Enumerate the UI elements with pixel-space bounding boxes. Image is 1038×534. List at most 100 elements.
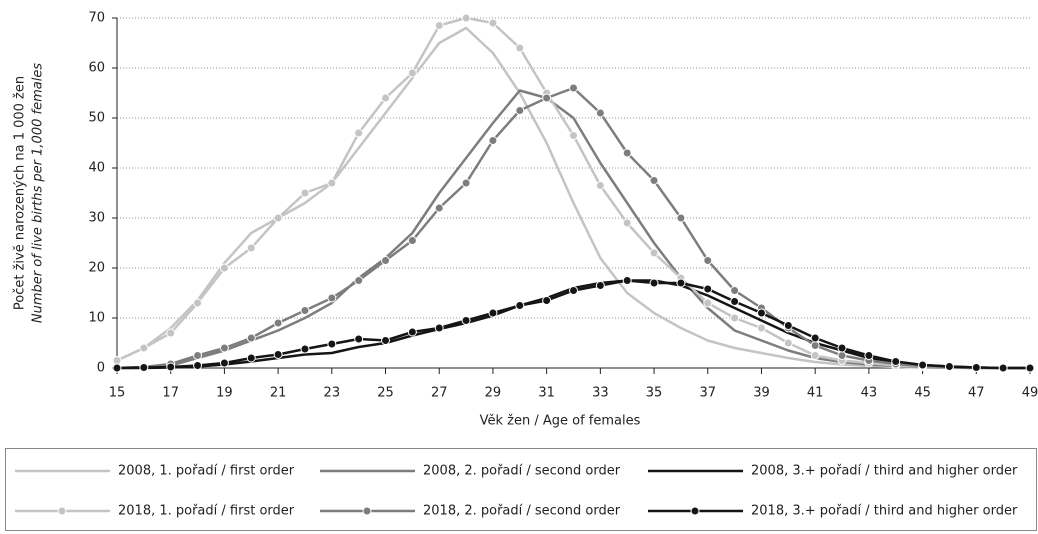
series-line xyxy=(116,26,1030,370)
x-tick-label: 25 xyxy=(377,386,394,401)
x-tick-label: 35 xyxy=(646,386,663,401)
point xyxy=(354,276,364,285)
point xyxy=(300,344,310,354)
point xyxy=(918,360,928,370)
x-tick-label: 41 xyxy=(807,386,824,401)
point xyxy=(998,363,1008,373)
point xyxy=(595,281,605,290)
point xyxy=(219,343,229,353)
point xyxy=(783,338,793,348)
x-tick-label: 31 xyxy=(538,386,555,401)
legend-label: 2008, 2. pořadí / second order xyxy=(423,464,621,479)
legend-label: 2008, 1. pořadí / first order xyxy=(118,464,295,479)
point xyxy=(971,363,981,372)
point xyxy=(542,93,552,103)
x-tick-label: 17 xyxy=(162,386,179,401)
x-axis-label: Věk žen / Age of females xyxy=(480,414,641,429)
x-tick-label: 27 xyxy=(431,386,448,401)
point xyxy=(193,361,203,370)
point xyxy=(327,339,337,349)
y-axis-label-en: Number of live births per 1,000 females xyxy=(31,63,46,323)
point xyxy=(381,256,391,265)
point xyxy=(407,236,417,245)
point xyxy=(730,286,740,295)
y-tick-label: 70 xyxy=(88,11,105,26)
point xyxy=(783,321,793,330)
point xyxy=(622,218,632,228)
point xyxy=(273,213,283,223)
point xyxy=(810,333,820,343)
point xyxy=(407,68,417,78)
point xyxy=(676,213,686,223)
point xyxy=(354,334,364,344)
x-tick-label: 49 xyxy=(1022,386,1038,401)
point xyxy=(327,293,337,303)
point xyxy=(756,308,766,318)
point xyxy=(488,308,498,318)
y-tick-label: 60 xyxy=(88,61,105,76)
x-tick-label: 23 xyxy=(324,386,341,401)
point xyxy=(166,328,176,338)
legend-label: 2018, 1. pořadí / first order xyxy=(118,504,295,519)
y-tick-label: 30 xyxy=(88,211,105,226)
point xyxy=(649,278,659,288)
point xyxy=(327,178,337,188)
point xyxy=(703,284,713,294)
point xyxy=(461,316,471,325)
point xyxy=(300,188,310,198)
point xyxy=(703,256,713,265)
point xyxy=(434,323,444,333)
x-tick-label: 19 xyxy=(216,386,233,401)
point xyxy=(810,351,820,360)
y-tick-label: 50 xyxy=(88,111,105,126)
legend-label: 2018, 3.+ pořadí / third and higher orde… xyxy=(751,504,1018,519)
point xyxy=(193,298,203,308)
point xyxy=(354,128,364,138)
series-line xyxy=(116,86,1030,370)
y-tick-label: 40 xyxy=(88,161,105,176)
point xyxy=(488,136,498,145)
point xyxy=(434,203,444,213)
y-tick-label: 20 xyxy=(88,261,105,276)
point xyxy=(515,301,525,310)
x-tick-label: 33 xyxy=(592,386,609,401)
legend-label: 2008, 3.+ pořadí / third and higher orde… xyxy=(751,464,1018,479)
y-tick-label: 10 xyxy=(88,311,105,326)
point xyxy=(273,350,283,359)
point xyxy=(381,336,391,345)
x-tick-label: 45 xyxy=(914,386,931,401)
point xyxy=(407,327,417,337)
point xyxy=(569,286,578,295)
point xyxy=(139,363,149,372)
point xyxy=(676,278,686,288)
point xyxy=(434,21,444,30)
point xyxy=(461,178,471,188)
point xyxy=(837,343,847,353)
point xyxy=(649,176,659,185)
x-tick-label: 21 xyxy=(270,386,287,401)
x-tick-label: 29 xyxy=(485,386,502,401)
x-tick-label: 39 xyxy=(753,386,770,401)
point xyxy=(488,18,498,28)
point xyxy=(703,298,713,308)
series-line xyxy=(116,16,1030,370)
point xyxy=(837,351,847,360)
point xyxy=(756,323,766,333)
point xyxy=(139,343,149,353)
point xyxy=(864,351,874,360)
legend-label: 2018, 2. pořadí / second order xyxy=(423,504,621,519)
point xyxy=(515,43,525,53)
point xyxy=(515,106,525,115)
point xyxy=(300,306,310,315)
x-tick-label: 37 xyxy=(699,386,716,401)
point xyxy=(810,341,820,350)
x-tick-label: 43 xyxy=(861,386,878,401)
point xyxy=(273,318,283,328)
point xyxy=(944,362,954,371)
legend-box xyxy=(5,448,1037,531)
point xyxy=(1025,363,1035,373)
point xyxy=(461,13,471,23)
point xyxy=(542,296,552,305)
x-tick-label: 47 xyxy=(968,386,985,401)
